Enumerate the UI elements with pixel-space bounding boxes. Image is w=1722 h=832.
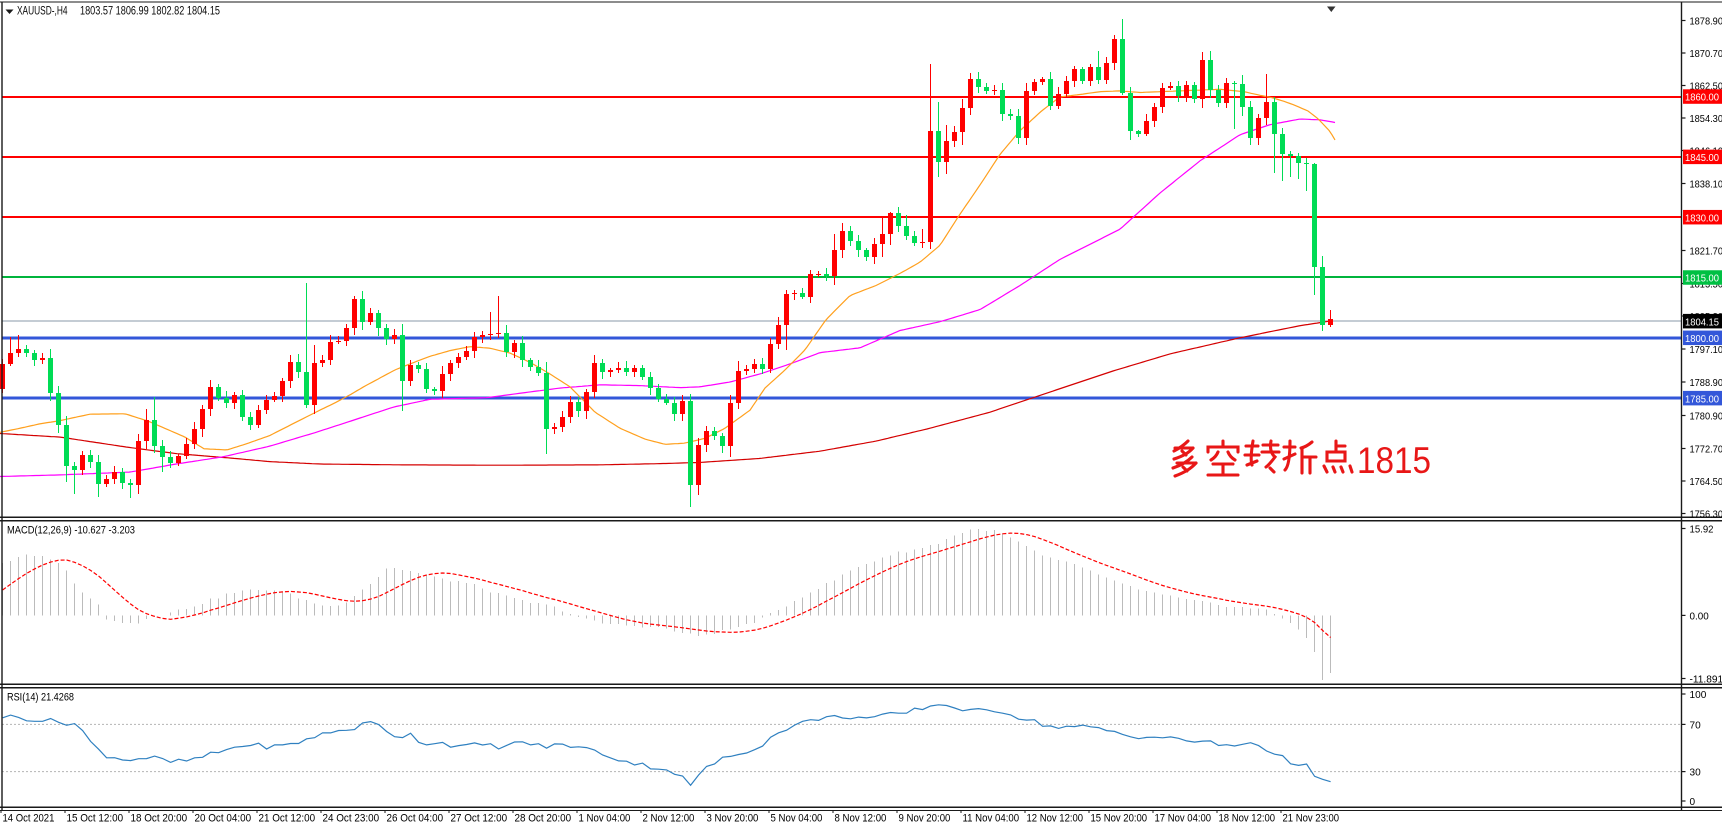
svg-text:1821.70: 1821.70 <box>1690 246 1722 258</box>
svg-text:28 Oct 20:00: 28 Oct 20:00 <box>515 813 572 825</box>
svg-text:8 Nov 12:00: 8 Nov 12:00 <box>835 813 887 825</box>
svg-text:24 Oct 23:00: 24 Oct 23:00 <box>323 813 380 825</box>
svg-text:1797.10: 1797.10 <box>1690 344 1722 356</box>
svg-text:1838.10: 1838.10 <box>1690 179 1722 191</box>
svg-text:11 Nov 04:00: 11 Nov 04:00 <box>963 813 1020 825</box>
svg-text:1 Nov 04:00: 1 Nov 04:00 <box>579 813 631 825</box>
svg-text:2 Nov 12:00: 2 Nov 12:00 <box>643 813 695 825</box>
svg-text:15 Nov 20:00: 15 Nov 20:00 <box>1091 813 1148 825</box>
svg-text:1804.15: 1804.15 <box>1685 316 1719 328</box>
svg-text:9 Nov 20:00: 9 Nov 20:00 <box>899 813 951 825</box>
svg-text:1830.00: 1830.00 <box>1685 212 1719 224</box>
svg-text:1756.30: 1756.30 <box>1690 509 1722 521</box>
svg-text:1772.70: 1772.70 <box>1690 444 1722 456</box>
svg-text:1815: 1815 <box>1357 440 1431 481</box>
svg-text:12 Nov 12:00: 12 Nov 12:00 <box>1027 813 1084 825</box>
svg-text:18 Nov 12:00: 18 Nov 12:00 <box>1219 813 1276 825</box>
svg-text:15 Oct 12:00: 15 Oct 12:00 <box>67 813 124 825</box>
svg-text:-11.891: -11.891 <box>1690 674 1722 686</box>
svg-text:0: 0 <box>1690 796 1696 808</box>
svg-text:1870.70: 1870.70 <box>1690 48 1722 60</box>
svg-text:1780.90: 1780.90 <box>1690 411 1722 423</box>
svg-text:1854.30: 1854.30 <box>1690 113 1722 125</box>
svg-text:15.92: 15.92 <box>1690 524 1714 536</box>
svg-text:1860.00: 1860.00 <box>1685 92 1719 104</box>
svg-text:20 Oct 04:00: 20 Oct 04:00 <box>195 813 252 825</box>
svg-text:0.00: 0.00 <box>1690 610 1709 622</box>
svg-text:XAUUSD-,H4: XAUUSD-,H4 <box>17 4 68 18</box>
svg-text:18 Oct 20:00: 18 Oct 20:00 <box>131 813 188 825</box>
svg-text:21 Oct 12:00: 21 Oct 12:00 <box>259 813 316 825</box>
svg-text:21 Nov 23:00: 21 Nov 23:00 <box>1283 813 1340 825</box>
svg-text:MACD(12,26,9) -10.627 -3.203: MACD(12,26,9) -10.627 -3.203 <box>7 525 135 537</box>
svg-text:27 Oct 12:00: 27 Oct 12:00 <box>451 813 508 825</box>
svg-text:RSI(14) 21.4268: RSI(14) 21.4268 <box>7 692 74 704</box>
svg-text:14 Oct 2021: 14 Oct 2021 <box>3 813 55 825</box>
svg-text:1785.00: 1785.00 <box>1685 393 1719 405</box>
svg-text:1878.90: 1878.90 <box>1690 16 1722 28</box>
svg-text:5 Nov 04:00: 5 Nov 04:00 <box>771 813 823 825</box>
svg-text:1764.50: 1764.50 <box>1690 476 1722 488</box>
svg-text:70: 70 <box>1690 719 1701 731</box>
svg-text:1845.00: 1845.00 <box>1685 152 1719 164</box>
svg-text:100: 100 <box>1690 689 1707 701</box>
svg-text:1800.00: 1800.00 <box>1685 333 1719 345</box>
svg-text:1815.00: 1815.00 <box>1685 273 1719 285</box>
svg-text:17 Nov 04:00: 17 Nov 04:00 <box>1155 813 1212 825</box>
svg-text:3 Nov 20:00: 3 Nov 20:00 <box>707 813 759 825</box>
svg-text:26 Oct 04:00: 26 Oct 04:00 <box>387 813 444 825</box>
svg-text:1803.57 1806.99 1802.82 1804.1: 1803.57 1806.99 1802.82 1804.15 <box>80 4 220 18</box>
svg-text:30: 30 <box>1690 767 1701 779</box>
svg-text:1788.90: 1788.90 <box>1690 377 1722 389</box>
